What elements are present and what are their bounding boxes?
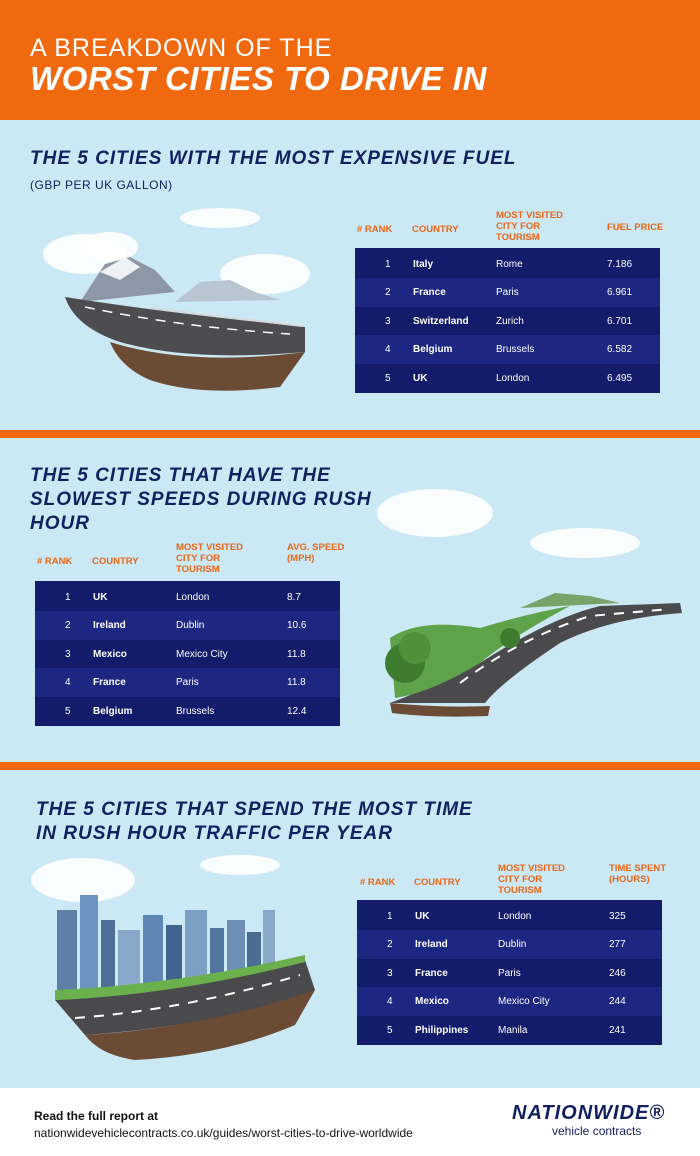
header-line2: WORST CITIES TO DRIVE IN (30, 60, 487, 97)
col-city-header: MOST VISITED CITY FOR TOURISM (176, 542, 244, 575)
table-row: 1 UK London 325 (387, 911, 626, 922)
col-country-header: COUNTRY (412, 224, 459, 235)
table-row: 2 France Paris 6.961 (355, 278, 660, 307)
col-value-header: TIME SPENT (HOURS) (609, 863, 667, 885)
table-row: 5 Belgium Brussels 12.4 (65, 706, 307, 717)
col-country-header: COUNTRY (414, 877, 461, 888)
nationwide-logo[interactable]: NATIONWIDE® vehicle contracts (512, 1102, 682, 1146)
section-title: THE 5 CITIES THAT SPEND THE MOST TIME IN… (36, 799, 473, 844)
forest-road-illustration (377, 489, 682, 717)
col-city-header: MOST VISITED CITY FOR TOURISM (496, 210, 564, 243)
table-row: 2 Ireland Dublin 10.6 (35, 611, 340, 640)
table-row: 4 France Paris 11.8 (35, 668, 340, 697)
table-row: 4 Belgium Brussels 6.582 (355, 335, 660, 364)
col-country-header: COUNTRY (92, 556, 139, 567)
section-title: THE 5 CITIES WITH THE MOST EXPENSIVE FUE… (30, 148, 517, 169)
table-row: 5 Philippines Manila 241 (387, 1025, 626, 1036)
col-value-header: FUEL PRICE (607, 222, 664, 233)
table-row: 1 UK London 8.7 (65, 592, 301, 603)
table-row: 4 Mexico Mexico City 244 (357, 987, 662, 1016)
col-city-header: MOST VISITED CITY FOR TOURISM (498, 863, 566, 896)
table-row: 3 Switzerland Zurich 6.701 (385, 316, 633, 327)
col-rank-header: # RANK (360, 877, 396, 888)
table-row: 3 France Paris 246 (387, 968, 626, 979)
table-row: 5 UK London 6.495 (385, 373, 633, 384)
logo-sub-text: vehicle contracts (552, 1124, 642, 1138)
section-traffic-time: THE 5 CITIES THAT SPEND THE MOST TIME IN… (0, 770, 700, 1088)
section-divider (0, 762, 700, 770)
logo-main-text: NATIONWIDE® (512, 1102, 666, 1124)
footer: Read the full report at nationwidevehicl… (0, 1088, 700, 1156)
table-row: 2 Ireland Dublin 277 (357, 930, 662, 959)
mountain-road-illustration (43, 208, 310, 391)
table-row: 1 Italy Rome 7.186 (385, 259, 633, 270)
section-title: THE 5 CITIES THAT HAVE THE SLOWEST SPEED… (30, 465, 372, 534)
table-row: 3 Mexico Mexico City 11.8 (65, 649, 306, 660)
section-divider (0, 430, 700, 438)
footer-report-link[interactable]: nationwidevehiclecontracts.co.uk/guides/… (34, 1126, 413, 1140)
footer-read-label: Read the full report at (34, 1109, 159, 1123)
section-speed: THE 5 CITIES THAT HAVE THE SLOWEST SPEED… (0, 438, 700, 762)
col-rank-header: # RANK (357, 224, 393, 235)
city-road-illustration (31, 855, 315, 1060)
col-rank-header: # RANK (37, 556, 73, 567)
header-banner: A BREAKDOWN OF THE WORST CITIES TO DRIVE… (0, 0, 700, 120)
traffic-time-table: 1 UK London 325 2 Ireland Dublin 277 3 F… (357, 900, 662, 1045)
fuel-table: 1 Italy Rome 7.186 2 France Paris 6.961 … (355, 248, 660, 393)
col-value-header: AVG. SPEED (MPH) (287, 542, 345, 564)
section-fuel: THE 5 CITIES WITH THE MOST EXPENSIVE FUE… (0, 120, 700, 430)
section-subtitle: (GBP PER UK GALLON) (30, 178, 173, 192)
header-line1: A BREAKDOWN OF THE (30, 34, 333, 62)
speed-table: 1 UK London 8.7 2 Ireland Dublin 10.6 3 … (35, 581, 340, 726)
